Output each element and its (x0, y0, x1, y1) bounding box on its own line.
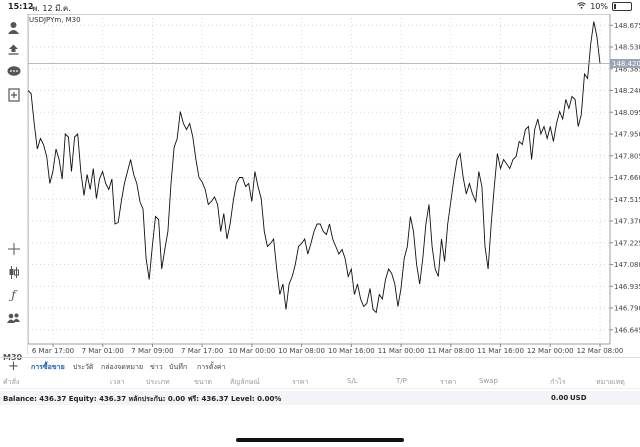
column-header: กำไร (550, 378, 566, 386)
terminal-tabs: + การซื้อขาย ประวัติ กล่องจดหมาย ข่าว บั… (0, 357, 640, 374)
column-header: T/P (396, 377, 407, 385)
new-order-icon[interactable] (4, 86, 23, 104)
y-tick-label: 146.645 (614, 326, 640, 334)
objects-icon[interactable] (4, 309, 23, 327)
y-tick-label: 148.095 (614, 109, 640, 117)
x-tick-label: 11 Mar 16:00 (477, 347, 524, 354)
candles-icon[interactable] (4, 263, 23, 281)
balance-bar: Balance: 436.37 Equity: 436.37 หลักประกั… (0, 391, 640, 405)
column-header: เวลา (110, 378, 125, 386)
x-tick-label: 12 Mar 00:00 (527, 347, 574, 354)
x-tick-label: 7 Mar 17:00 (181, 347, 223, 354)
crosshair-icon[interactable] (4, 240, 23, 258)
y-tick-label: 148.385 (614, 65, 640, 73)
battery-percent: 10% (590, 2, 608, 11)
y-tick-label: 148.240 (614, 87, 640, 95)
date: พ. 12 มี.ค. (32, 4, 71, 13)
y-tick-label: 147.950 (614, 131, 640, 139)
price-line (28, 21, 601, 314)
column-header: ราคา (292, 378, 309, 386)
tab-journal[interactable]: บันทึก (169, 363, 188, 371)
trade-columns: คำสั่ง เวลา ประเภท ขนาด สัญลักษณ์ ราคา S… (0, 374, 640, 389)
status-bar: 15:12 พ. 12 มี.ค. 10% (0, 0, 640, 14)
chat-icon[interactable] (4, 63, 23, 81)
plot-frame (28, 14, 611, 345)
clock: 15:12 (8, 2, 34, 11)
x-tick-label: 10 Mar 16:00 (328, 347, 375, 354)
y-tick-label: 147.370 (614, 218, 640, 226)
function-icon[interactable]: ƒ (11, 288, 16, 302)
tab-history[interactable]: ประวัติ (73, 363, 94, 371)
y-tick-label: 147.080 (614, 261, 640, 269)
x-tick-label: 7 Mar 09:00 (131, 347, 173, 354)
y-tick-label: 148.675 (614, 22, 640, 30)
x-tick-label: 10 Mar 08:00 (278, 347, 325, 354)
current-price-label: 148.420 (612, 60, 640, 68)
trade-icon[interactable] (4, 40, 23, 58)
tab-news[interactable]: ข่าว (150, 363, 163, 371)
y-tick-label: 147.660 (614, 174, 640, 182)
column-header: ราคา (440, 378, 457, 386)
add-icon[interactable]: + (8, 359, 19, 374)
x-tick-label: 12 Mar 08:00 (577, 347, 624, 354)
column-header: S/L (347, 377, 358, 385)
wifi-icon (577, 2, 587, 11)
y-tick-label: 148.530 (614, 44, 640, 52)
left-toolbar: ƒ M30 (0, 14, 28, 362)
x-tick-label: 11 Mar 08:00 (427, 347, 474, 354)
status-right: 10% (577, 2, 632, 11)
column-header: หมายเหตุ (596, 378, 625, 386)
symbol-label: USDJPYm, M30 (29, 16, 81, 24)
y-tick-label: 146.790 (614, 305, 640, 313)
battery-icon (612, 2, 632, 11)
x-tick-label: 7 Mar 01:00 (82, 347, 124, 354)
column-header: คำสั่ง (3, 378, 20, 386)
current-price-tag (610, 59, 640, 68)
x-tick-label: 6 Mar 17:00 (32, 347, 74, 354)
column-header: ประเภท (146, 378, 170, 386)
tab-mailbox[interactable]: กล่องจดหมาย (101, 363, 144, 371)
home-indicator[interactable] (236, 438, 404, 442)
tab-trade[interactable]: การซื้อขาย (31, 363, 65, 371)
account-icon[interactable] (4, 18, 23, 36)
x-tick-label: 10 Mar 00:00 (229, 347, 276, 354)
y-tick-label: 147.225 (614, 239, 640, 247)
balance-text: Balance: 436.37 Equity: 436.37 หลักประกั… (3, 395, 282, 403)
y-tick-label: 147.805 (614, 152, 640, 160)
price-chart[interactable]: 148.675 148.530 148.385 148.240 148.095 147.9… (28, 14, 640, 354)
column-header: สัญลักษณ์ (230, 378, 260, 386)
column-header: ขนาด (194, 378, 213, 386)
balance-amount: 0.00 (551, 394, 569, 402)
column-header: Swap (479, 377, 498, 385)
y-tick-label: 147.515 (614, 196, 640, 204)
x-tick-label: 11 Mar 00:00 (378, 347, 425, 354)
balance-currency: USD (570, 394, 587, 402)
y-tick-label: 146.935 (614, 283, 640, 291)
tab-settings[interactable]: การตั้งค่า (197, 363, 226, 371)
